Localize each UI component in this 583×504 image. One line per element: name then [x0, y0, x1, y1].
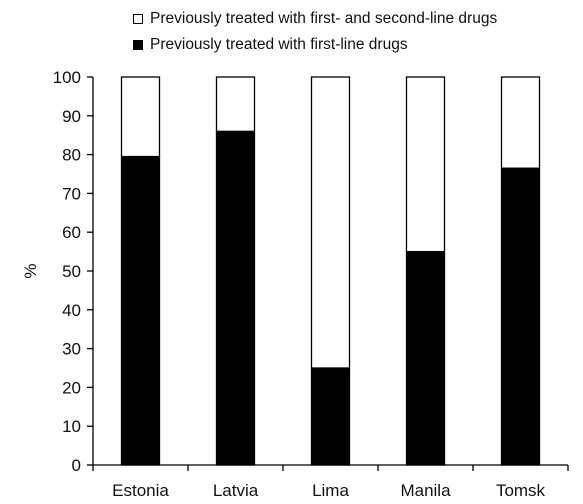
- x-tick-label: Lima: [312, 481, 349, 500]
- legend: Previously treated with first- and secon…: [133, 6, 497, 58]
- bar-manila-series-0: [405, 250, 446, 466]
- legend-label: Previously treated with first-line drugs: [150, 36, 408, 53]
- y-axis: 0 10 20 30 40 50 60 70 80 90 100: [53, 68, 94, 475]
- legend-item-first-line: Previously treated with first-line drugs: [133, 32, 497, 58]
- bar-latvia-series-1: [215, 76, 256, 132]
- x-tick-label: Latvia: [213, 481, 259, 500]
- x-tick-label: Tomsk: [496, 481, 546, 500]
- legend-swatch-white: [133, 14, 143, 24]
- legend-label: Previously treated with first- and secon…: [150, 10, 498, 27]
- y-tick-label: 70: [62, 184, 81, 203]
- y-tick-label: 0: [72, 456, 81, 475]
- legend-swatch-black: [133, 40, 143, 50]
- y-tick-label: 30: [62, 340, 81, 359]
- y-tick-label: 100: [53, 68, 81, 87]
- x-axis: Estonia Latvia Lima Manila Tomsk: [92, 464, 569, 500]
- bar-tomsk-series-1: [500, 76, 541, 169]
- y-tick-label: 40: [62, 301, 81, 320]
- legend-item-first-second-line: Previously treated with first- and secon…: [133, 6, 497, 32]
- bar-lima-series-1: [310, 76, 351, 369]
- y-axis-label: %: [21, 263, 40, 278]
- bars: [120, 76, 541, 466]
- y-tick-label: 50: [62, 262, 81, 281]
- bar-estonia-series-0: [120, 155, 161, 466]
- y-tick-label: 80: [62, 146, 81, 165]
- y-tick-label: 10: [62, 417, 81, 436]
- y-tick-label: 90: [62, 107, 81, 126]
- bar-latvia-series-0: [215, 130, 256, 466]
- bar-tomsk-series-0: [500, 167, 541, 466]
- bar-lima-series-0: [310, 367, 351, 466]
- bar-estonia-series-1: [120, 76, 161, 158]
- x-tick-label: Manila: [400, 481, 451, 500]
- y-tick-label: 60: [62, 223, 81, 242]
- bar-manila-series-1: [405, 76, 446, 253]
- y-tick-label: 20: [62, 378, 81, 397]
- x-tick-label: Estonia: [112, 481, 169, 500]
